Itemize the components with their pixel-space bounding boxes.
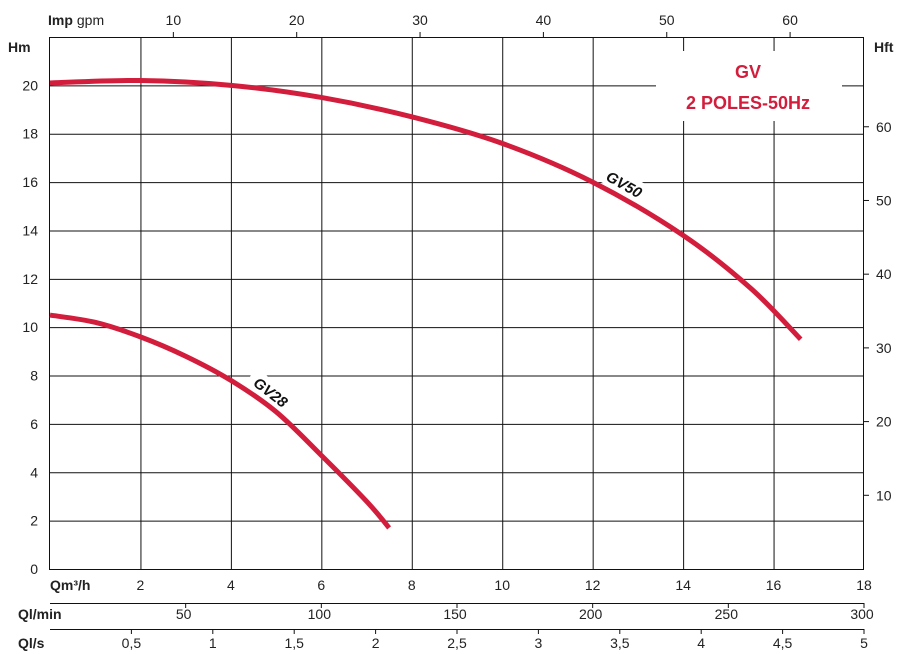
y-tick-label: 2 [30, 513, 38, 529]
y-tick-label: 12 [22, 271, 38, 287]
right-tick-label: 30 [876, 340, 892, 356]
top-tick-label: 60 [782, 12, 798, 28]
x-tick-label-m3h: 2 [137, 577, 145, 593]
x-tick-label-lmin: 100 [308, 606, 332, 622]
x-tick-label-ls: 1 [209, 635, 217, 651]
x-tick-label-m3h: 4 [227, 577, 235, 593]
top-axis-title: Imp gpm [48, 12, 104, 28]
x-tick-label-lmin: 300 [850, 606, 874, 622]
top-tick-label: 50 [659, 12, 675, 28]
x-axis-title-ls: Ql/s [18, 635, 45, 651]
series-label-bg [596, 162, 653, 206]
x-tick-label-ls: 2 [372, 635, 380, 651]
y-tick-label: 14 [22, 222, 38, 238]
top-axis-title-bold: Imp [48, 12, 73, 28]
grid [50, 37, 864, 569]
x-tick-label-ls: 3 [535, 635, 543, 651]
x-tick-label-m3h: 12 [585, 577, 601, 593]
series-line-gv28 [49, 312, 392, 530]
series-label-bg [244, 367, 298, 416]
right-tick-label: 10 [876, 487, 892, 503]
right-axis-title: Hft [874, 39, 894, 55]
x-tick-label-m3h: 6 [317, 577, 325, 593]
title-background [656, 51, 842, 121]
chart-title: GV 2 POLES-50Hz [656, 51, 842, 121]
x-tick-label-lmin: 200 [579, 606, 603, 622]
y-tick-label: 6 [30, 416, 38, 432]
right-tick-label: 50 [876, 192, 892, 208]
top-tick-label: 10 [166, 12, 182, 28]
y-tick-label: 8 [30, 368, 38, 384]
x-tick-label-ls: 3,5 [610, 635, 630, 651]
right-tick-label: 20 [876, 414, 892, 430]
x-tick-label-ls: 0,5 [122, 635, 142, 651]
x-tick-label-lmin: 150 [443, 606, 467, 622]
x-tick-label-m3h: 14 [675, 577, 691, 593]
x-tick-label-m3h: 18 [856, 577, 872, 593]
series-line-gv50 [49, 77, 803, 342]
top-tick-label: 20 [289, 12, 305, 28]
right-tick-label: 60 [876, 119, 892, 135]
x-tick-label-ls: 5 [860, 635, 868, 651]
x-axis-title-lmin: Ql/min [18, 606, 62, 622]
plot-frame [49, 37, 864, 570]
y-tick-label: 20 [22, 77, 38, 93]
x-tick-label-ls: 2,5 [447, 635, 467, 651]
x-axis-title-m3h: Qm³/h [50, 577, 90, 593]
x-tick-label-m3h: 10 [494, 577, 510, 593]
y-tick-label: 18 [22, 126, 38, 142]
y-tick-label: 16 [22, 174, 38, 190]
title-line-1: GV [735, 62, 761, 82]
x-tick-label-ls: 4 [697, 635, 705, 651]
top-tick-label: 30 [412, 12, 428, 28]
right-tick-label: 40 [876, 266, 892, 282]
top-axis-title-unit: gpm [77, 12, 104, 28]
x-tick-label-lmin: 250 [715, 606, 739, 622]
x-tick-label-m3h: 16 [766, 577, 782, 593]
y-tick-label: 4 [30, 464, 38, 480]
x-tick-label-lmin: 50 [176, 606, 192, 622]
top-tick-label: 40 [536, 12, 552, 28]
y-axis-title: Hm [8, 39, 31, 55]
x-tick-label-ls: 4,5 [773, 635, 793, 651]
x-tick-label-ls: 1,5 [284, 635, 304, 651]
x-tick-label-m3h: 8 [408, 577, 416, 593]
y-tick-label: 10 [22, 319, 38, 335]
title-line-2: 2 POLES-50Hz [686, 93, 810, 113]
y-tick-label: 0 [30, 561, 38, 577]
